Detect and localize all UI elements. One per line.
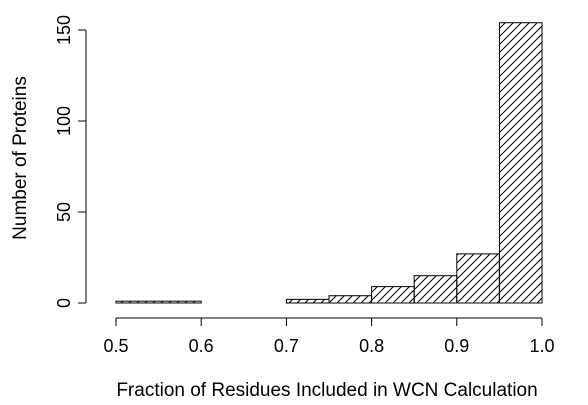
x-tick-label: 0.7: [274, 336, 299, 356]
histogram-bar: [456, 253, 500, 304]
x-tick-label: 0.9: [444, 336, 469, 356]
x-tick-label: 1.0: [529, 336, 554, 356]
x-tick-label: 0.5: [103, 336, 128, 356]
histogram-bar: [285, 298, 330, 304]
histogram-bar: [413, 275, 458, 304]
y-axis-title: Number of Proteins: [10, 76, 31, 240]
y-tick-label: 50: [54, 202, 74, 222]
histogram-bars: [115, 22, 543, 304]
x-tick-label: 0.8: [359, 336, 384, 356]
x-tick-label: 0.6: [189, 336, 214, 356]
histogram-bar: [115, 300, 202, 304]
histogram-bar: [498, 22, 543, 304]
histogram-bar: [371, 286, 415, 304]
y-tick-label: 100: [54, 106, 74, 136]
x-axis: 0.5 0.6 0.7 0.8 0.9 1.0: [103, 317, 555, 356]
y-axis: 0 50 100 150: [54, 15, 87, 308]
y-tick-label: 0: [54, 298, 74, 308]
histogram-bar: [328, 295, 373, 304]
y-tick-label: 150: [54, 15, 74, 45]
x-axis-title: Fraction of Residues Included in WCN Cal…: [116, 380, 537, 401]
